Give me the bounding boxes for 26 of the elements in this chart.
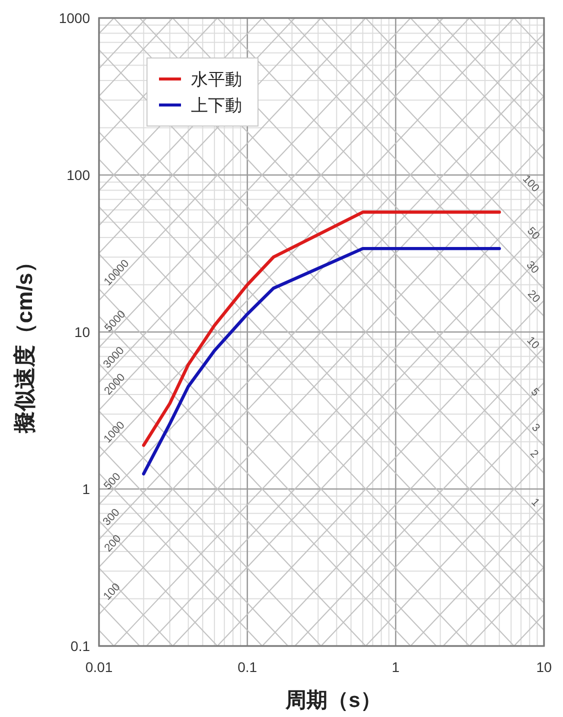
annotation: 300: [100, 506, 122, 528]
x-tick-label: 0.1: [238, 659, 258, 675]
legend-label: 水平動: [191, 70, 242, 89]
y-tick-label: 1000: [58, 10, 90, 26]
annotation: 200: [102, 532, 124, 554]
y-tick-label: 10: [74, 324, 90, 340]
x-axis-title: 周期（s）: [284, 689, 382, 712]
annotation: 30: [524, 259, 541, 276]
annotation: 100: [520, 173, 542, 195]
annotation: 5: [528, 386, 542, 399]
x-tick-label: 1: [392, 659, 400, 675]
annotation: 20: [525, 288, 542, 306]
legend-label: 上下動: [191, 96, 242, 115]
y-tick-label: 0.1: [70, 638, 90, 654]
annotation: 2: [528, 448, 540, 460]
annotation: 10: [524, 334, 542, 352]
annotation: 3: [529, 422, 542, 434]
annotation: 1: [528, 496, 542, 509]
x-tick-label: 10: [536, 659, 552, 675]
x-tick-label: 0.01: [85, 659, 113, 675]
annotation: 100: [101, 581, 123, 603]
annotation: 500: [102, 470, 124, 492]
y-tick-label: 1: [82, 481, 90, 497]
y-tick-label: 100: [66, 167, 90, 183]
y-axis-title: 擬似速度（cm/s）: [12, 250, 37, 434]
annotation: 50: [524, 225, 542, 242]
